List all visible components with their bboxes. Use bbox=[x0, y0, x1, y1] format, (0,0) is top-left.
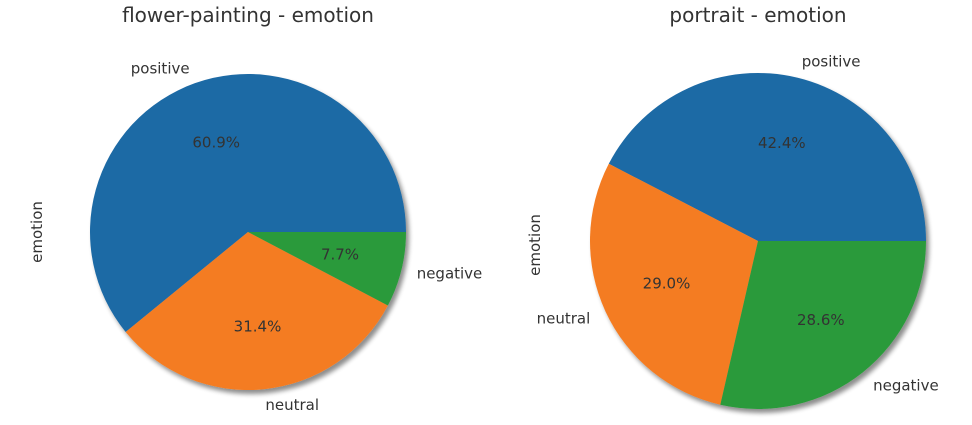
pie-slice-neutral bbox=[589, 163, 758, 405]
pie-chart-portrait: portrait - emotion emotion 42.4% positive… bbox=[526, 3, 939, 410]
pie-slice-positive bbox=[608, 72, 926, 242]
slice-category-label: neutral bbox=[265, 396, 319, 414]
chart-title: flower-painting - emotion bbox=[122, 3, 374, 27]
slice-percent-label: 29.0% bbox=[643, 274, 691, 292]
slice-percent-label: 42.4% bbox=[758, 134, 806, 152]
y-axis-label: emotion bbox=[526, 214, 544, 276]
slice-percent-label: 7.7% bbox=[321, 246, 359, 264]
slice-category-label: positive bbox=[131, 59, 190, 77]
pie-slice-negative bbox=[248, 232, 406, 306]
pie-slice-neutral bbox=[125, 232, 388, 391]
pie-slices bbox=[90, 74, 407, 391]
slice-percent-label: 31.4% bbox=[234, 317, 282, 335]
slice-percent-label: 60.9% bbox=[192, 134, 240, 152]
y-axis-label: emotion bbox=[28, 201, 46, 263]
slice-category-label: neutral bbox=[537, 310, 591, 328]
pie-labels: 42.4% positive 29.0% neutral 28.6% negative bbox=[537, 52, 939, 394]
pie-slice-positive bbox=[90, 74, 407, 332]
slice-category-label: negative bbox=[873, 377, 939, 395]
pie-slices bbox=[589, 72, 926, 410]
slice-category-label: positive bbox=[802, 52, 861, 70]
slice-category-label: negative bbox=[417, 265, 483, 283]
pie-slice-negative bbox=[720, 241, 926, 410]
slice-percent-label: 28.6% bbox=[797, 311, 845, 329]
chart-title: portrait - emotion bbox=[669, 3, 846, 27]
pie-labels: 60.9% positive 31.4% neutral 7.7% negative bbox=[131, 59, 483, 414]
pie-chart-flower-painting: flower-painting - emotion emotion 60.9% p… bbox=[28, 3, 482, 414]
